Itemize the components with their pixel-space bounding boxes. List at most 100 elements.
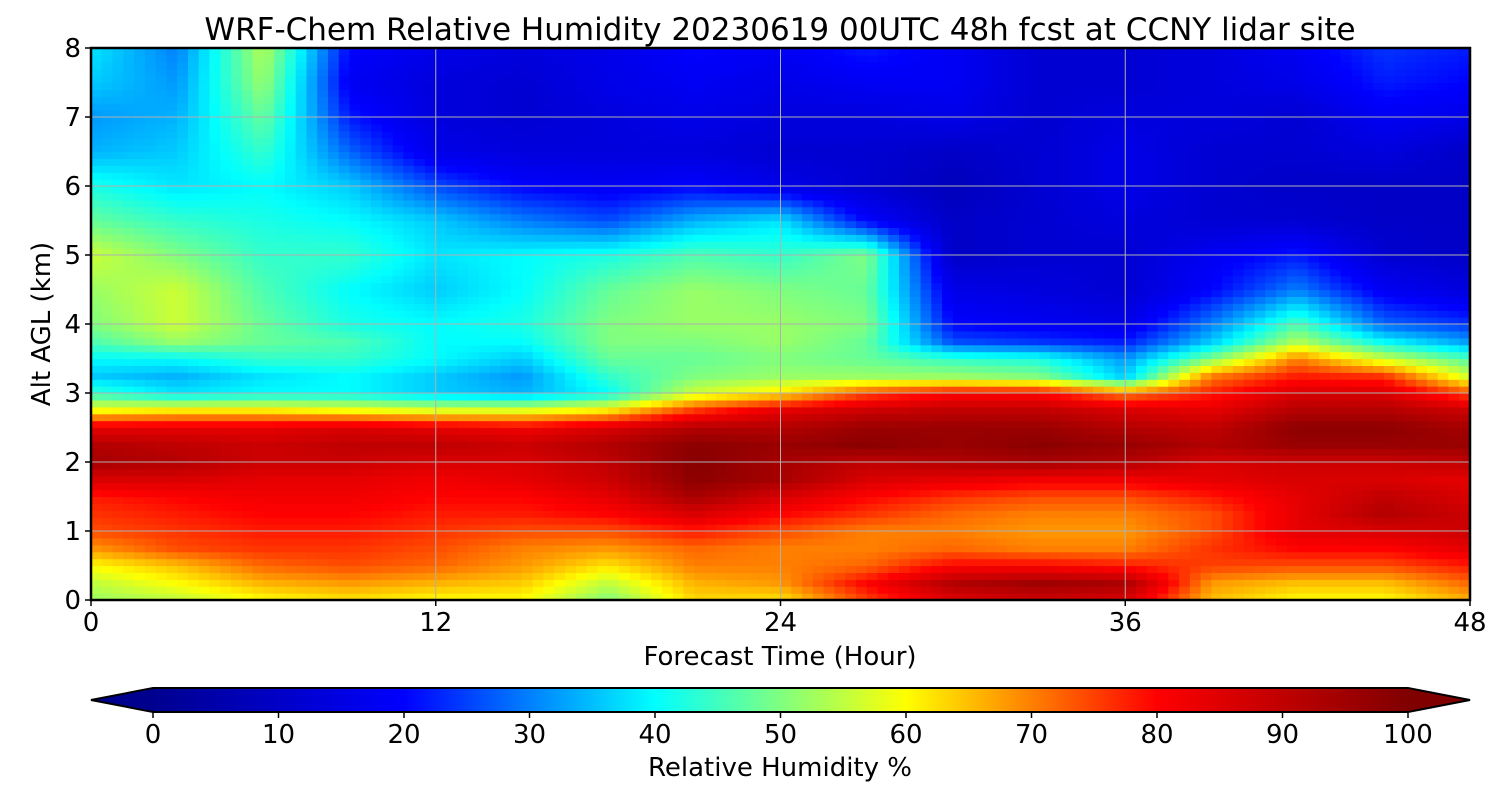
heatmap-cell (748, 310, 760, 318)
heatmap-cell (672, 54, 685, 63)
heatmap-cell (274, 199, 286, 208)
heatmap-cell (532, 496, 545, 504)
heatmap-cell (403, 537, 415, 546)
heatmap-cell (392, 130, 405, 139)
heatmap-cell (349, 123, 361, 132)
heatmap-cell (381, 372, 394, 380)
heatmap-cell (435, 475, 448, 484)
heatmap-cell (360, 579, 372, 587)
heatmap-cell (284, 151, 297, 159)
heatmap-cell (748, 517, 760, 525)
heatmap-cell (209, 386, 221, 394)
heatmap-cell (737, 165, 749, 173)
heatmap-cell (715, 482, 728, 491)
heatmap-cell (360, 386, 372, 394)
heatmap-cell (220, 179, 232, 187)
heatmap-cell (618, 344, 631, 353)
heatmap-cell (683, 496, 695, 504)
heatmap-cell (371, 248, 383, 256)
heatmap-cell (134, 337, 146, 346)
heatmap-cell (295, 586, 308, 594)
heatmap-cell (328, 248, 340, 256)
heatmap-cell (306, 434, 318, 442)
heatmap-cell (640, 393, 652, 401)
heatmap-cell (274, 117, 286, 125)
heatmap-cell (565, 558, 577, 567)
heatmap-cell (554, 330, 566, 339)
heatmap-cell (360, 565, 372, 573)
heatmap-cell (532, 475, 545, 484)
heatmap-cell (726, 130, 738, 139)
heatmap-cell (274, 420, 286, 429)
heatmap-cell (457, 268, 469, 277)
heatmap-cell (123, 544, 135, 553)
heatmap-cell (252, 551, 264, 560)
heatmap-cell (166, 517, 178, 525)
heatmap-cell (532, 165, 545, 173)
heatmap-cell (360, 448, 372, 456)
heatmap-cell (177, 462, 189, 470)
heatmap-cell (231, 220, 243, 228)
heatmap-cell (565, 261, 577, 270)
heatmap-cell (177, 489, 189, 498)
heatmap-cell (155, 337, 168, 346)
heatmap-cell (586, 151, 598, 159)
heatmap-cell (220, 324, 232, 332)
heatmap-cell (381, 531, 394, 539)
heatmap-cell (295, 393, 308, 401)
heatmap-cell (543, 427, 555, 435)
heatmap-cell (468, 117, 480, 125)
heatmap-cell (640, 448, 652, 456)
heatmap-cell (263, 303, 275, 311)
heatmap-cell (349, 406, 361, 415)
heatmap-cell (252, 172, 264, 180)
heatmap-cell (284, 310, 297, 318)
heatmap-cell (726, 179, 738, 187)
heatmap-cell (758, 365, 771, 373)
heatmap-cell (457, 165, 469, 173)
heatmap-cell (231, 123, 243, 132)
heatmap-cell (209, 165, 221, 173)
heatmap-cell (521, 303, 534, 311)
heatmap-cell (511, 186, 523, 194)
heatmap-cell (683, 248, 695, 256)
heatmap-cell (586, 248, 598, 256)
heatmap-cell (651, 365, 663, 373)
heatmap-cell (91, 434, 103, 442)
heatmap-cell (112, 517, 124, 525)
heatmap-cell (597, 379, 609, 387)
heatmap-cell (101, 434, 114, 442)
heatmap-cell (705, 110, 717, 118)
heatmap-cell (586, 96, 598, 104)
heatmap-cell (424, 586, 437, 594)
heatmap-cell (338, 365, 351, 373)
heatmap-cell (586, 268, 598, 277)
heatmap-cell (705, 420, 717, 429)
heatmap-cell (144, 544, 157, 553)
heatmap-cell (500, 282, 512, 291)
heatmap-cell (274, 344, 286, 353)
heatmap-cell (683, 524, 695, 532)
heatmap-cell (101, 496, 114, 504)
heatmap-cell (640, 524, 652, 532)
heatmap-cell (672, 275, 685, 284)
heatmap-cell (683, 510, 695, 518)
heatmap-cell (155, 165, 168, 173)
heatmap-cell (284, 248, 297, 256)
heatmap-cell (123, 593, 135, 600)
heatmap-cell (435, 365, 448, 373)
heatmap-cell (565, 137, 577, 146)
heatmap-cell (565, 103, 577, 111)
heatmap-cell (123, 379, 135, 387)
heatmap-cell (726, 420, 738, 429)
heatmap-cell (586, 572, 598, 580)
heatmap-cell (468, 510, 480, 518)
heatmap-cell (209, 248, 221, 256)
heatmap-cell (317, 441, 329, 449)
heatmap-cell (166, 158, 178, 166)
heatmap-cell (241, 110, 254, 118)
heatmap-cell (457, 468, 469, 477)
heatmap-cell (661, 448, 674, 456)
heatmap-cell (468, 144, 480, 153)
heatmap-cell (414, 510, 426, 518)
